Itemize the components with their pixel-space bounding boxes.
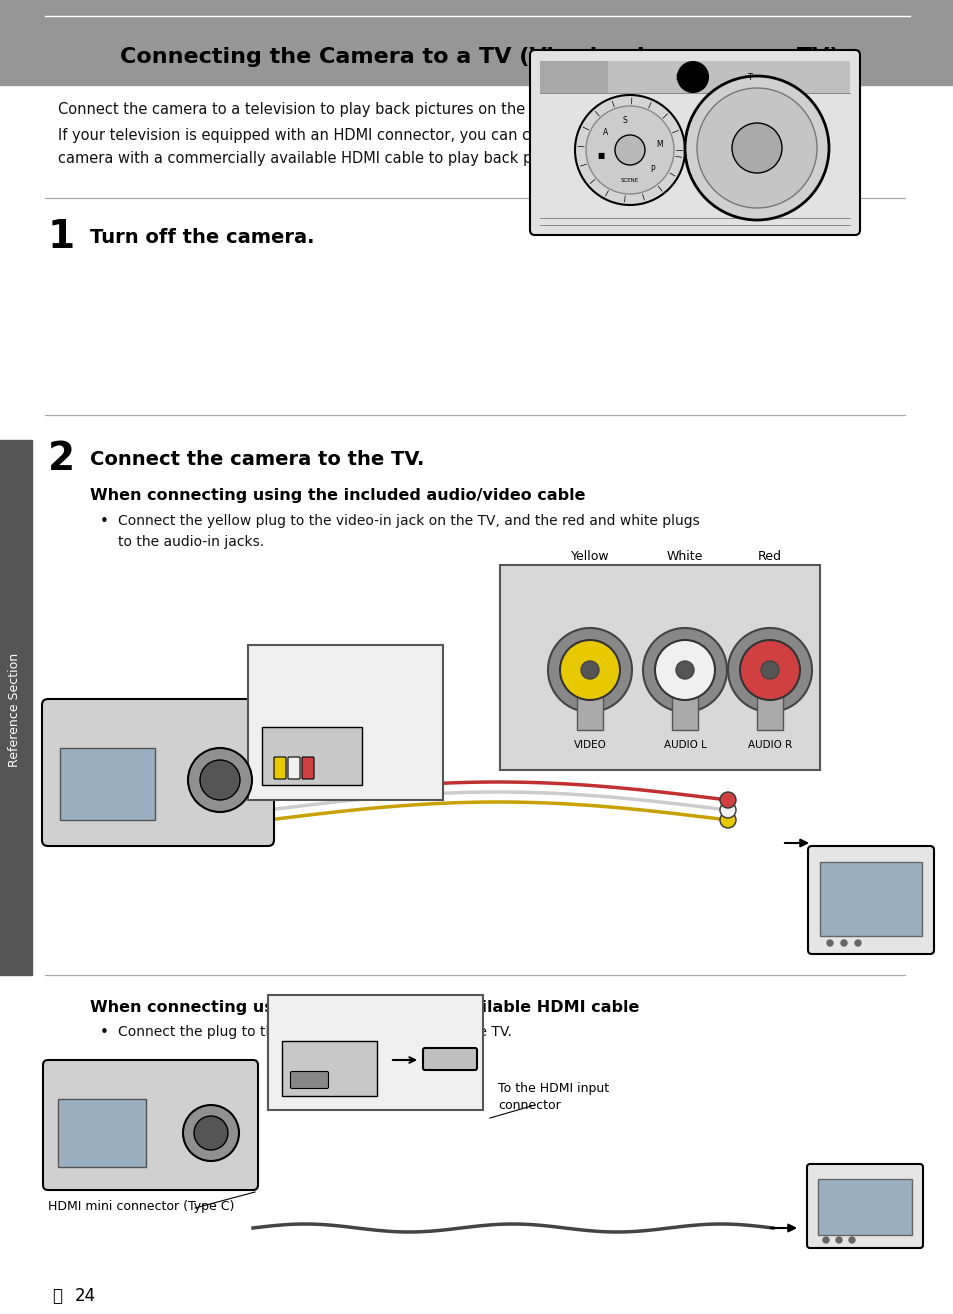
Text: If your television is equipped with an HDMI connector, you can connect it to the: If your television is equipped with an H… [58, 127, 642, 166]
Text: When connecting using a commercially available HDMI cable: When connecting using a commercially ava… [90, 1000, 639, 1014]
Circle shape [559, 640, 619, 700]
Circle shape [642, 628, 726, 712]
Bar [539, 60, 607, 93]
FancyBboxPatch shape [422, 1049, 476, 1070]
Circle shape [188, 748, 252, 812]
FancyBboxPatch shape [302, 757, 314, 779]
Text: VIDEO: VIDEO [573, 740, 606, 750]
Text: ■: ■ [597, 151, 603, 160]
Circle shape [720, 792, 735, 808]
Bar [499, 565, 820, 770]
Text: AUDIO L: AUDIO L [663, 740, 706, 750]
Text: T: T [747, 72, 752, 81]
Text: A: A [602, 129, 607, 137]
Text: •: • [100, 514, 109, 530]
Bar [58, 1099, 146, 1167]
Text: P: P [650, 164, 655, 173]
FancyBboxPatch shape [42, 699, 274, 846]
Bar [282, 1041, 376, 1096]
Bar [0, 440, 32, 975]
Text: Connect the camera to the TV.: Connect the camera to the TV. [90, 449, 424, 469]
Circle shape [727, 628, 811, 712]
Circle shape [720, 802, 735, 819]
Circle shape [740, 640, 800, 700]
Text: S: S [621, 116, 626, 125]
FancyBboxPatch shape [43, 1060, 257, 1190]
Text: 24: 24 [75, 1286, 96, 1305]
FancyBboxPatch shape [288, 757, 299, 779]
Circle shape [183, 1105, 239, 1162]
Circle shape [547, 628, 631, 712]
Text: Connecting the Camera to a TV (Viewing Images on a TV): Connecting the Camera to a TV (Viewing I… [120, 47, 839, 67]
Circle shape [822, 1236, 828, 1243]
Circle shape [678, 62, 707, 92]
FancyBboxPatch shape [291, 1071, 328, 1088]
Circle shape [841, 940, 846, 946]
Bar [671, 682, 698, 731]
Text: Turn off the camera.: Turn off the camera. [90, 229, 314, 247]
Text: 1: 1 [48, 218, 75, 256]
Circle shape [848, 1236, 854, 1243]
Circle shape [193, 1116, 228, 1150]
Bar [820, 862, 921, 936]
Text: Connect the camera to a television to play back pictures on the television.: Connect the camera to a television to pl… [58, 102, 605, 117]
Text: To the HDMI input
connector: To the HDMI input connector [497, 1081, 608, 1112]
Bar [577, 682, 602, 731]
Circle shape [615, 135, 644, 166]
Bar [539, 60, 849, 93]
Text: 2: 2 [48, 440, 75, 478]
Bar [60, 748, 154, 820]
FancyBboxPatch shape [530, 50, 859, 235]
Text: Red: Red [758, 551, 781, 562]
FancyBboxPatch shape [274, 757, 286, 779]
Text: HDMI mini connector (Type C): HDMI mini connector (Type C) [48, 1200, 234, 1213]
Text: White: White [666, 551, 702, 562]
Bar [262, 727, 361, 784]
Circle shape [580, 661, 598, 679]
Circle shape [731, 124, 781, 173]
Text: M: M [656, 141, 662, 150]
Circle shape [200, 759, 240, 800]
Circle shape [585, 106, 673, 194]
Text: •: • [100, 1025, 109, 1039]
Text: 📷: 📷 [52, 1286, 62, 1305]
Bar [268, 995, 482, 1110]
FancyBboxPatch shape [806, 1164, 923, 1248]
Circle shape [655, 640, 714, 700]
Bar [817, 1179, 911, 1235]
Text: Connect the yellow plug to the video-in jack on the TV, and the red and white pl: Connect the yellow plug to the video-in … [118, 514, 699, 549]
Circle shape [835, 1236, 841, 1243]
FancyBboxPatch shape [807, 846, 933, 954]
Text: Connect the plug to the HDMI input connector on the TV.: Connect the plug to the HDMI input conne… [118, 1025, 512, 1039]
Text: AUDIO R: AUDIO R [747, 740, 791, 750]
Circle shape [697, 88, 816, 208]
Text: SCENE: SCENE [620, 177, 639, 183]
Text: Reference Section: Reference Section [9, 653, 22, 767]
Circle shape [684, 76, 828, 219]
Circle shape [854, 940, 861, 946]
Bar [0, 0, 953, 85]
Circle shape [826, 940, 832, 946]
Text: When connecting using the included audio/video cable: When connecting using the included audio… [90, 487, 585, 503]
Circle shape [760, 661, 779, 679]
Text: Yellow: Yellow [570, 551, 609, 562]
Bar [757, 682, 782, 731]
Bar [248, 645, 442, 800]
Circle shape [676, 661, 693, 679]
Text: ■W: ■W [674, 72, 690, 81]
Circle shape [575, 95, 684, 205]
Circle shape [720, 812, 735, 828]
